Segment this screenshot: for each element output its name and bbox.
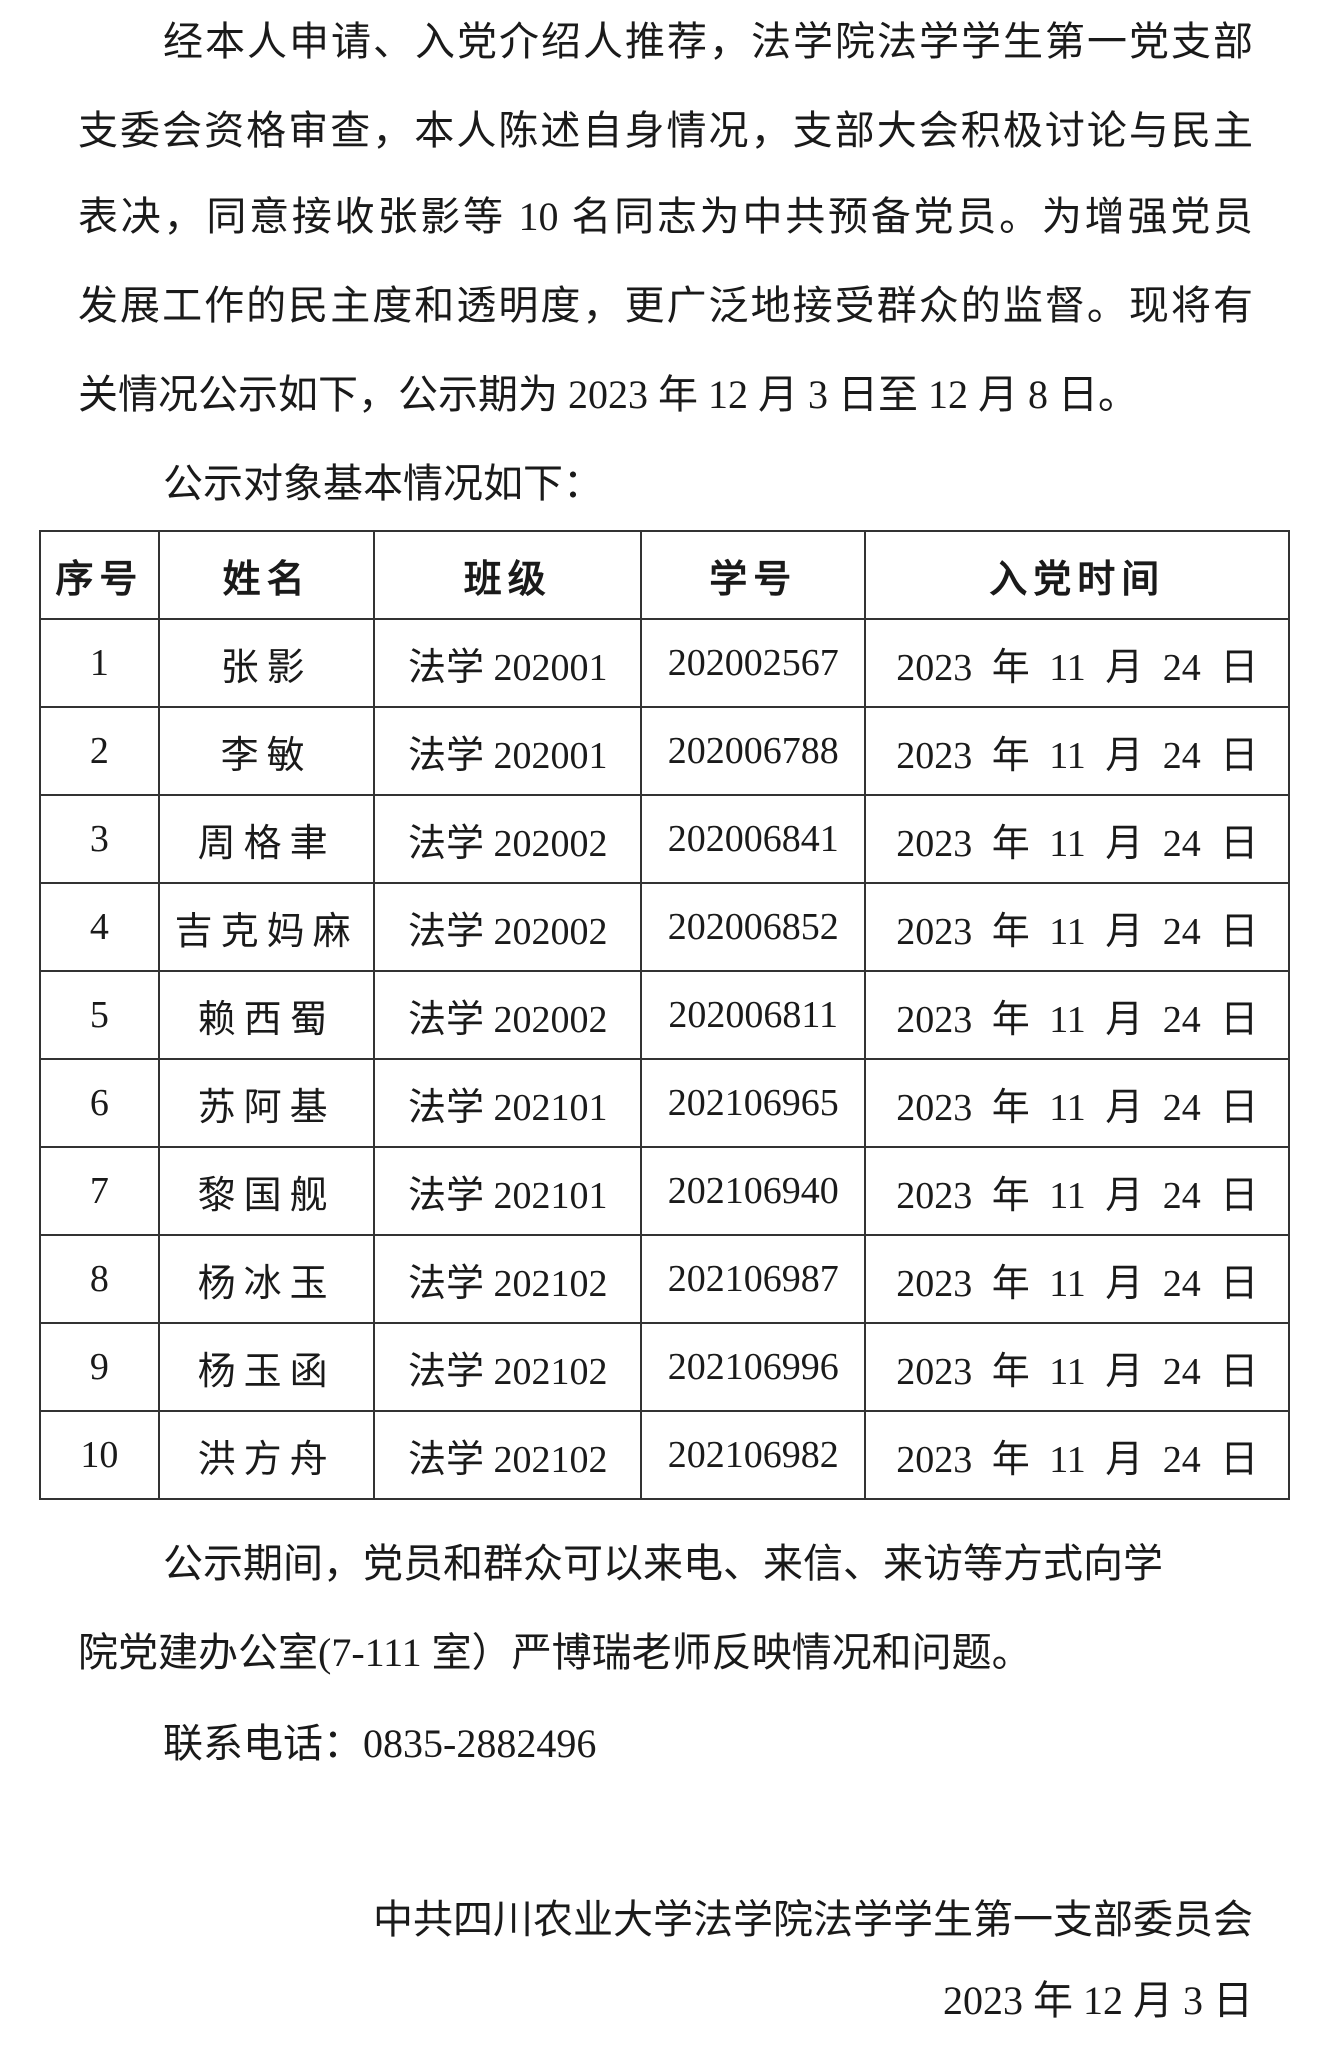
cell-date: 2023 年 11 月 24 日 [864, 1234, 1290, 1324]
cell-sid: 202106996 [639, 1322, 867, 1412]
table-intro: 公示对象基本情况如下： [163, 461, 603, 506]
table-row: 8 杨冰玉 法学 202102 202106987 2023 年 11 月 24 日 [39, 1234, 1290, 1324]
cell-idx: 8 [39, 1234, 160, 1324]
cell-name: 苏阿基 [157, 1058, 376, 1148]
table-row: 9 杨玉函 法学 202102 202106996 2023 年 11 月 24 日 [39, 1322, 1290, 1412]
cell-sid: 202106982 [639, 1410, 867, 1500]
column-header: 学号 [639, 530, 867, 620]
cell-sid: 202006788 [639, 706, 867, 796]
table-row: 3 周格聿 法学 202002 202006841 2023 年 11 月 24 日 [39, 794, 1290, 884]
closing-line: 院党建办公室(7-111 室）严博瑞老师反映情况和问题。 [78, 1630, 1032, 1675]
cell-cls: 法学 202002 [373, 970, 642, 1060]
cell-sid: 202002567 [639, 618, 867, 708]
cell-date: 2023 年 11 月 24 日 [864, 794, 1290, 884]
cell-name: 洪方舟 [157, 1410, 376, 1500]
cell-date: 2023 年 11 月 24 日 [864, 618, 1290, 708]
cell-idx: 1 [39, 618, 160, 708]
column-header: 班级 [373, 530, 642, 620]
cell-idx: 4 [39, 882, 160, 972]
cell-date: 2023 年 11 月 24 日 [864, 1146, 1290, 1236]
cell-idx: 6 [39, 1058, 160, 1148]
table-header-row: 序号 姓名 班级 学号 入党时间 [39, 530, 1290, 620]
cell-cls: 法学 202002 [373, 794, 642, 884]
table-row: 4 吉克妈麻 法学 202002 202006852 2023 年 11 月 24 日 [39, 882, 1290, 972]
cell-date: 2023 年 11 月 24 日 [864, 970, 1290, 1060]
cell-date: 2023 年 11 月 24 日 [864, 706, 1290, 796]
cell-date: 2023 年 11 月 24 日 [864, 1322, 1290, 1412]
cell-idx: 9 [39, 1322, 160, 1412]
cell-name: 李敏 [157, 706, 376, 796]
table-row: 7 黎国舰 法学 202101 202106940 2023 年 11 月 24 日 [39, 1146, 1290, 1236]
cell-name: 杨玉函 [157, 1322, 376, 1412]
cell-name: 黎国舰 [157, 1146, 376, 1236]
cell-idx: 2 [39, 706, 160, 796]
candidates-table: 序号 姓名 班级 学号 入党时间 1 张影 法学 202001 202002567 2023 年… [39, 530, 1290, 1500]
table-row: 1 张影 法学 202001 202002567 2023 年 11 月 24 日 [39, 618, 1290, 708]
cell-cls: 法学 202102 [373, 1410, 642, 1500]
cell-sid: 202106987 [639, 1234, 867, 1324]
cell-sid: 202006811 [639, 970, 867, 1060]
cell-date: 2023 年 11 月 24 日 [864, 882, 1290, 972]
cell-cls: 法学 202002 [373, 882, 642, 972]
table-row: 2 李敏 法学 202001 202006788 2023 年 11 月 24 日 [39, 706, 1290, 796]
contact-phone: 联系电话：0835-2882496 [163, 1721, 597, 1766]
intro-line: 表决，同意接收张影等 10 名同志为中共预备党员。为增强党员 [78, 194, 1253, 239]
cell-idx: 5 [39, 970, 160, 1060]
cell-date: 2023 年 11 月 24 日 [864, 1410, 1290, 1500]
cell-cls: 法学 202102 [373, 1234, 642, 1324]
cell-idx: 3 [39, 794, 160, 884]
column-header: 姓名 [157, 530, 376, 620]
column-header: 入党时间 [864, 530, 1290, 620]
date: 2023 年 12 月 3 日 [943, 1978, 1253, 2023]
intro-line: 支委会资格审查，本人陈述自身情况，支部大会积极讨论与民主 [78, 108, 1253, 153]
signature: 中共四川农业大学法学院法学学生第一支部委员会 [373, 1897, 1253, 1942]
intro-line: 经本人申请、入党介绍人推荐，法学院法学学生第一党支部 [163, 19, 1253, 64]
cell-cls: 法学 202001 [373, 618, 642, 708]
cell-sid: 202106940 [639, 1146, 867, 1236]
table-row: 6 苏阿基 法学 202101 202106965 2023 年 11 月 24 日 [39, 1058, 1290, 1148]
table-row: 10 洪方舟 法学 202102 202106982 2023 年 11 月 24 日 [39, 1410, 1290, 1500]
column-header: 序号 [39, 530, 160, 620]
closing-line: 公示期间，党员和群众可以来电、来信、来访等方式向学 [163, 1541, 1163, 1586]
cell-sid: 202106965 [639, 1058, 867, 1148]
cell-name: 吉克妈麻 [157, 882, 376, 972]
cell-cls: 法学 202101 [373, 1058, 642, 1148]
cell-sid: 202006852 [639, 882, 867, 972]
cell-cls: 法学 202001 [373, 706, 642, 796]
cell-name: 周格聿 [157, 794, 376, 884]
cell-cls: 法学 202102 [373, 1322, 642, 1412]
cell-date: 2023 年 11 月 24 日 [864, 1058, 1290, 1148]
cell-idx: 10 [39, 1410, 160, 1500]
cell-name: 杨冰玉 [157, 1234, 376, 1324]
intro-line: 关情况公示如下，公示期为 2023 年 12 月 3 日至 12 月 8 日。 [78, 372, 1138, 417]
cell-name: 张影 [157, 618, 376, 708]
cell-cls: 法学 202101 [373, 1146, 642, 1236]
intro-line: 发展工作的民主度和透明度，更广泛地接受群众的监督。现将有 [78, 283, 1253, 328]
cell-sid: 202006841 [639, 794, 867, 884]
cell-idx: 7 [39, 1146, 160, 1236]
cell-name: 赖西蜀 [157, 970, 376, 1060]
table-row: 5 赖西蜀 法学 202002 202006811 2023 年 11 月 24 日 [39, 970, 1290, 1060]
